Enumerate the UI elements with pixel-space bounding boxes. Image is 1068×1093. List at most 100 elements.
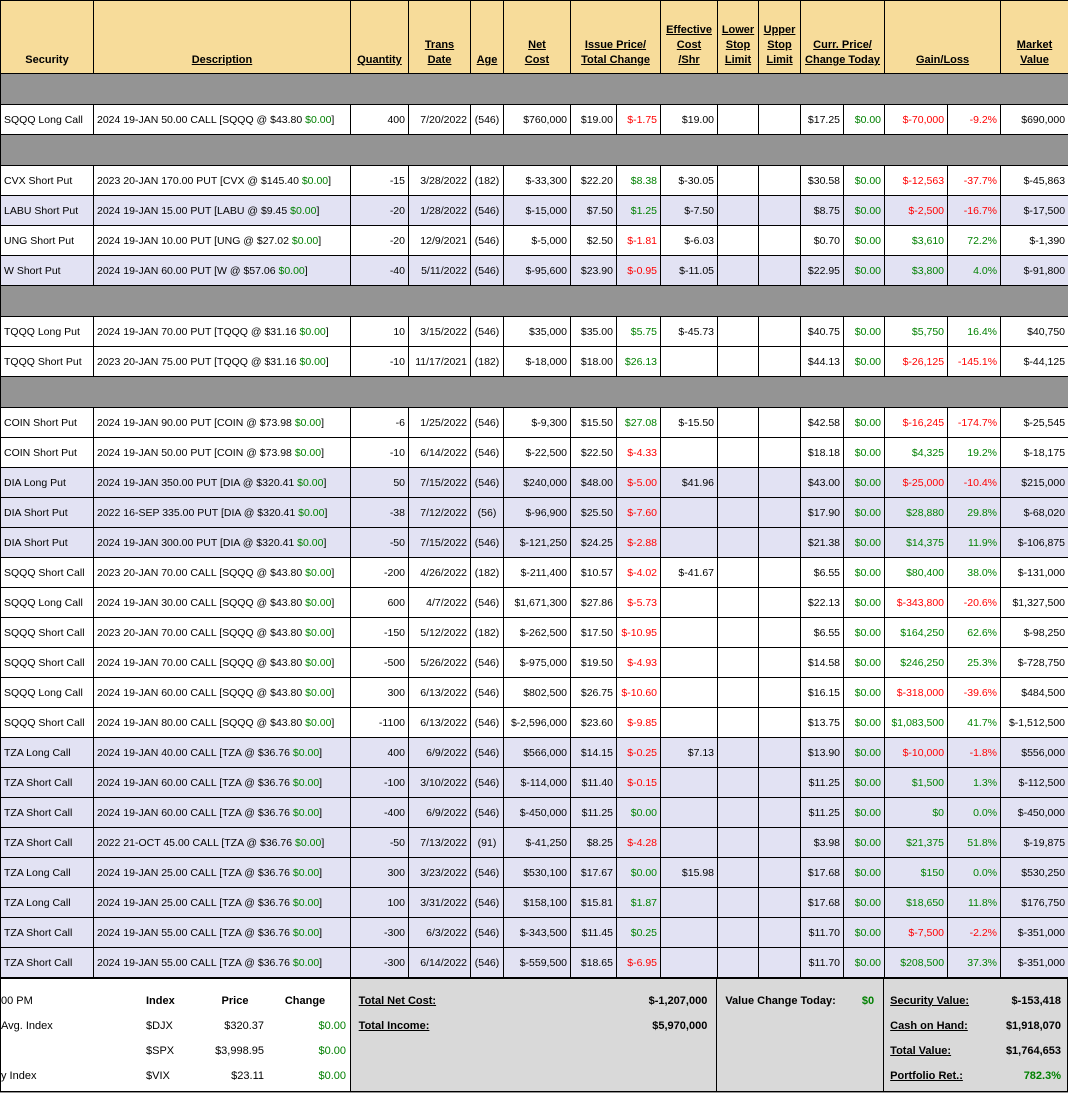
cell-gain-loss: $-7,500 [884,917,949,948]
desc-close: ] [319,956,323,969]
cell-effective-cost [660,707,719,738]
cell-change-today: $0.00 [843,467,886,498]
cell-gain-loss: $5,750 [884,316,949,347]
cell-description: 2023 20-JAN 70.00 CALL [SQQQ @ $43.80 $0… [93,617,351,648]
cell-effective-cost: $15.98 [660,857,719,888]
cell-issue-price: $10.57 [570,557,617,588]
desc-close: ] [319,776,323,789]
cell-effective-cost [660,647,719,678]
cell-security: COIN Short Put [0,437,94,468]
desc-change: $0.00 [305,596,332,609]
cell-change-today: $0.00 [843,947,886,978]
cell-gain-loss-pct: -145.1% [947,346,1002,377]
cell-net-cost: $-114,000 [503,767,571,798]
cell-lower-stop [717,917,760,948]
cell-issue-price: $25.50 [570,497,617,528]
index-panel: 00 PM Index Price Change Avg. Index $DJX… [1,979,351,1091]
cell-quantity: -10 [350,346,409,377]
table-row: LABU Short Put 2024 19-JAN 15.00 PUT [LA… [0,195,1068,226]
cell-upper-stop [758,255,802,286]
cell-change-today: $0.00 [843,346,886,377]
cell-quantity: -10 [350,437,409,468]
value-change-value: $0 [861,994,875,1007]
cell-description: 2024 19-JAN 70.00 CALL [SQQQ @ $43.80 $0… [93,647,351,678]
cell-market-value: $-1,512,500 [1000,707,1068,738]
cell-net-cost: $-41,250 [503,827,571,858]
cell-trans-date: 11/17/2021 [408,346,471,377]
cell-gain-loss: $21,375 [884,827,949,858]
table-row: SQQQ Long Call 2024 19-JAN 50.00 CALL [S… [0,104,1068,135]
cell-trans-date: 7/20/2022 [408,104,471,135]
cell-lower-stop [717,165,760,196]
cell-security: TZA Short Call [0,947,94,978]
cell-age: (546) [470,647,504,678]
cell-change-today: $0.00 [843,104,886,135]
cell-change-today: $0.00 [843,617,886,648]
cell-market-value: $-351,000 [1000,917,1068,948]
cell-total-change: $-2.88 [615,527,662,558]
total-value-label: Total Value: [890,1044,952,1057]
cell-issue-price: $24.25 [570,527,617,558]
cell-upper-stop [758,827,802,858]
col-net-cost: Net Cost [503,0,571,74]
cell-market-value: $484,500 [1000,677,1068,708]
cell-quantity: 10 [350,316,409,347]
desc-text: 2024 19-JAN 60.00 CALL [SQQQ @ $43.80 [97,686,306,699]
cell-age: (546) [470,437,504,468]
index-price: $3,998.95 [215,1044,264,1057]
cell-quantity: -400 [350,797,409,828]
cell-quantity: -500 [350,647,409,678]
cell-description: 2024 19-JAN 80.00 CALL [SQQQ @ $43.80 $0… [93,707,351,738]
cell-lower-stop [717,346,760,377]
cell-quantity: 100 [350,887,409,918]
cell-upper-stop [758,527,802,558]
cell-change-today: $0.00 [843,587,886,618]
desc-close: ] [324,506,328,519]
desc-text: 2024 19-JAN 90.00 PUT [COIN @ $73.98 [97,416,295,429]
cell-security: TZA Short Call [0,917,94,948]
desc-text: 2024 19-JAN 70.00 CALL [SQQQ @ $43.80 [97,656,306,669]
cell-change-today: $0.00 [843,887,886,918]
cell-security: TZA Short Call [0,797,94,828]
cell-market-value: $-351,000 [1000,947,1068,978]
desc-close: ] [319,866,323,879]
cell-gain-loss-pct: 0.0% [947,857,1002,888]
cell-gain-loss-pct: 4.0% [947,255,1002,286]
index-price: $23.11 [231,1069,264,1082]
cell-net-cost: $-5,000 [503,225,571,256]
cell-curr-price: $13.90 [800,737,845,768]
cell-change-today: $0.00 [843,195,886,226]
cell-curr-price: $3.98 [800,827,845,858]
cell-effective-cost: $-30.05 [660,165,719,196]
cell-market-value: $-131,000 [1000,557,1068,588]
cell-issue-price: $8.25 [570,827,617,858]
cell-gain-loss-pct: -1.8% [947,737,1002,768]
cell-upper-stop [758,557,802,588]
index-change: $0.00 [318,1019,346,1032]
table-row: DIA Long Put 2024 19-JAN 350.00 PUT [DIA… [0,467,1068,498]
cell-total-change: $5.75 [615,316,662,347]
cell-net-cost: $35,000 [503,316,571,347]
cell-trans-date: 6/14/2022 [408,437,471,468]
cell-upper-stop [758,707,802,738]
cell-security: SQQQ Long Call [0,677,94,708]
cell-upper-stop [758,947,802,978]
cell-effective-cost [660,527,719,558]
desc-text: 2024 19-JAN 50.00 CALL [SQQQ @ $43.80 [97,113,306,126]
cell-effective-cost [660,767,719,798]
group-spacer [0,73,1068,105]
portfolio-return-label: Portfolio Ret.: [890,1069,963,1082]
desc-change: $0.00 [299,325,326,338]
cell-issue-price: $14.15 [570,737,617,768]
cell-curr-price: $11.70 [800,917,845,948]
cell-gain-loss: $18,650 [884,887,949,918]
cell-security: UNG Short Put [0,225,94,256]
desc-close: ] [331,596,335,609]
cell-gain-loss-pct: -174.7% [947,407,1002,438]
desc-close: ] [325,355,329,368]
cell-description: 2024 19-JAN 25.00 CALL [TZA @ $36.76 $0.… [93,887,351,918]
cell-gain-loss: $3,610 [884,225,949,256]
cell-issue-price: $17.50 [570,617,617,648]
cell-upper-stop [758,677,802,708]
